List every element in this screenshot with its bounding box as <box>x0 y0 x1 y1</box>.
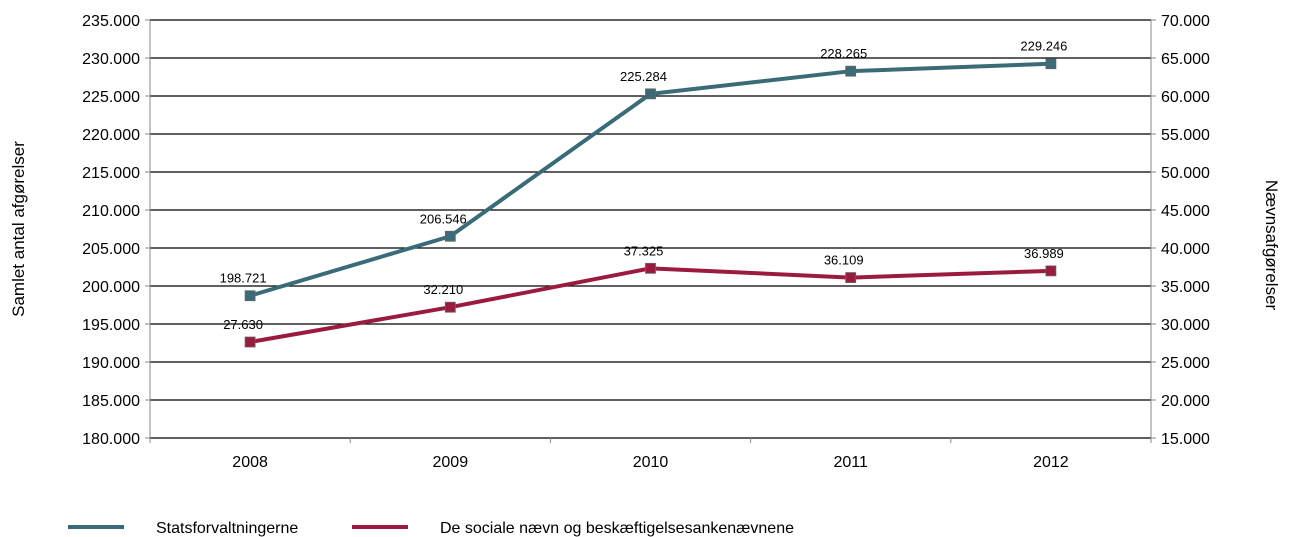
x-tick-label: 2011 <box>833 454 868 471</box>
data-point-marker <box>845 272 857 283</box>
right-tick-label: 60.000 <box>1161 89 1210 106</box>
left-tick-label: 215.000 <box>82 165 140 182</box>
series-2: 27.630 32.210 37.325 36.109 36.989 <box>223 243 1064 348</box>
left-tick-label: 195.000 <box>82 317 140 334</box>
data-point-marker <box>645 262 656 274</box>
data-label: 228.265 <box>820 46 867 61</box>
data-point-marker <box>444 301 456 313</box>
data-label: 27.630 <box>223 317 263 332</box>
left-tick-label: 205.000 <box>82 241 140 258</box>
series-line <box>249 266 1051 344</box>
x-tick-label: 2008 <box>232 454 268 471</box>
data-point-marker <box>1045 58 1057 70</box>
left-axis-ticks: 180.000 185.000 190.000 195.000 200.000 205.0… <box>82 13 150 448</box>
series-1: 198.721 206.546 225.284 228.265 229.246 <box>220 39 1067 302</box>
right-tick-label: 30.000 <box>1161 317 1210 334</box>
legend-label: Statsforvaltningerne <box>156 520 298 537</box>
left-tick-label: 230.000 <box>82 51 140 68</box>
data-point-marker <box>645 88 656 100</box>
x-axis-ticks: 2008 2009 2010 2011 2012 <box>149 438 1152 471</box>
right-tick-label: 55.000 <box>1161 127 1210 144</box>
right-tick-label: 25.000 <box>1161 355 1210 372</box>
left-tick-label: 235.000 <box>82 13 140 30</box>
right-tick-label: 35.000 <box>1161 279 1210 296</box>
axes <box>149 20 1152 439</box>
data-point-marker <box>244 336 256 348</box>
right-axis-title: Nævnsafgørelser <box>1262 180 1281 311</box>
left-tick-label: 210.000 <box>82 203 140 220</box>
right-tick-label: 50.000 <box>1161 165 1210 182</box>
data-point-marker <box>244 290 256 302</box>
data-label: 206.546 <box>420 211 467 226</box>
data-label: 229.246 <box>1020 39 1067 54</box>
right-tick-label: 65.000 <box>1161 51 1210 68</box>
right-tick-label: 70.000 <box>1161 13 1210 30</box>
right-tick-label: 15.000 <box>1161 431 1210 448</box>
left-tick-label: 180.000 <box>82 431 140 448</box>
data-label: 32.210 <box>423 282 463 297</box>
left-tick-label: 220.000 <box>82 127 140 144</box>
data-point-marker <box>1045 265 1057 277</box>
legend-label: De sociale nævn og beskæftigelsesankenæv… <box>440 520 794 537</box>
legend-item: Statsforvaltningerne <box>68 520 298 537</box>
x-tick-label: 2012 <box>1033 454 1069 471</box>
legend-item: De sociale nævn og beskæftigelsesankenæv… <box>352 520 794 537</box>
x-tick-label: 2010 <box>633 454 669 471</box>
right-axis-ticks: 15.000 20.000 25.000 30.000 35.000 40.000 45.0… <box>1151 13 1210 448</box>
legend: Statsforvaltningerne De sociale nævn og b… <box>68 520 794 537</box>
left-axis-title: Samlet antal afgørelser <box>9 141 28 317</box>
right-tick-label: 40.000 <box>1161 241 1210 258</box>
data-label: 37.325 <box>624 243 664 258</box>
data-point-marker <box>444 230 456 242</box>
left-tick-label: 225.000 <box>82 89 140 106</box>
data-label: 36.109 <box>824 253 864 268</box>
data-label: 225.284 <box>620 69 667 84</box>
right-tick-label: 45.000 <box>1161 203 1210 220</box>
data-point-marker <box>845 65 857 77</box>
x-tick-label: 2009 <box>433 454 469 471</box>
left-tick-label: 190.000 <box>82 355 140 372</box>
right-tick-label: 20.000 <box>1161 393 1210 410</box>
left-tick-label: 185.000 <box>82 393 140 410</box>
data-label: 36.989 <box>1024 246 1064 261</box>
series-group: 198.721 206.546 225.284 228.265 229.246 27.63… <box>220 39 1067 348</box>
left-tick-label: 200.000 <box>82 279 140 296</box>
data-label: 198.721 <box>220 271 267 286</box>
